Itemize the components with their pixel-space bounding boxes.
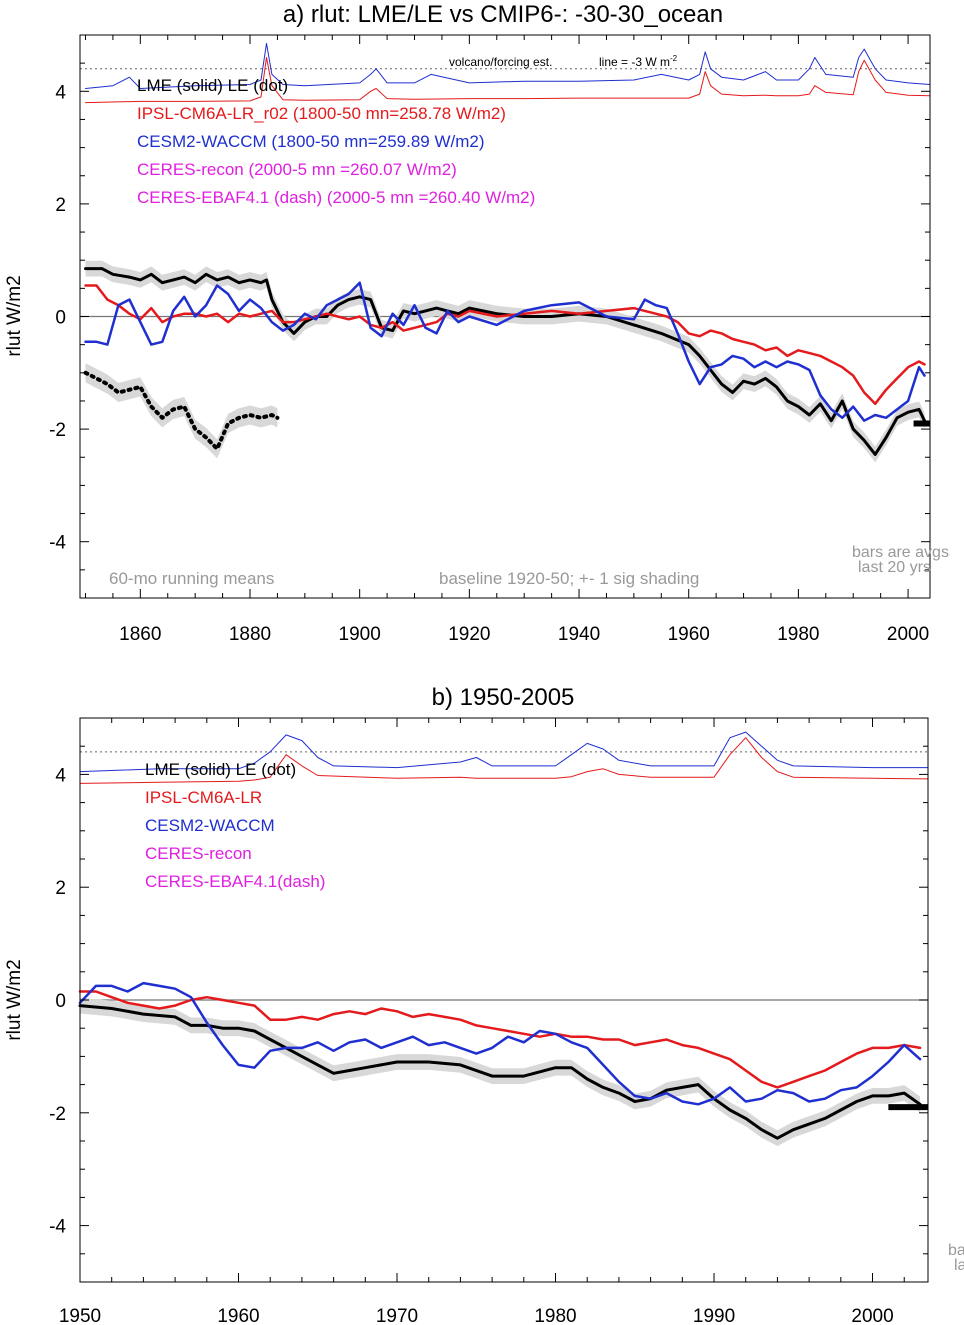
x-tick-label: 1950 (59, 1306, 101, 1325)
shading-le (85, 363, 278, 459)
series-cesm2-waccm (84, 281, 926, 422)
x-tick-label: 1990 (693, 1306, 735, 1325)
x-tick-label: 1960 (668, 624, 710, 645)
panel-b-ylabel: rlut W/m2 (4, 959, 25, 1040)
series-ipsl-forcing (85, 57, 931, 104)
bars-note-1: bars are avgs (852, 544, 949, 561)
x-tick-label: 1880 (229, 624, 271, 645)
legend-a-ceres-recon: CERES-recon (2000-5 mn =260.07 W/m2) (137, 160, 457, 179)
legend-b-ceres-ebaf: CERES-EBAF4.1(dash) (145, 872, 325, 891)
running-means-note: 60-mo running means (109, 569, 274, 588)
y-tick-label: -2 (49, 420, 66, 441)
x-tick-label: 1970 (376, 1306, 418, 1325)
x-tick-label: 1900 (339, 624, 381, 645)
legend-b-ceres-recon: CERES-recon (145, 844, 252, 863)
x-tick-label: 2000 (887, 624, 929, 645)
legend-a-ceres-ebaf: CERES-EBAF4.1 (dash) (2000-5 mn =260.40 … (137, 188, 535, 207)
panel-b-title: b) 1950-2005 (432, 684, 575, 711)
y-tick-label: 2 (55, 195, 66, 216)
y-tick-label: 2 (55, 878, 66, 899)
baseline-note: baseline 1920-50; +- 1 sig shading (439, 569, 699, 588)
panel-a-plot-area: 1860 1880 1900 1920 1940 1960 1980 2000 4 2 0 -2 -4 (49, 34, 931, 645)
volcano-label: volcano/forcing est. (449, 55, 552, 69)
series-cesm-forcing (85, 42, 931, 89)
x-tick-label: 1960 (217, 1306, 259, 1325)
y-tick-label: 4 (55, 765, 66, 786)
line-label: line = -3 W m-2 (599, 54, 678, 69)
bars-note-b-1: ba (948, 1242, 964, 1259)
series-lme (78, 1004, 922, 1140)
series-ipsl-cm6a-lr-r02 (84, 284, 926, 406)
y-tick-label: -4 (49, 533, 66, 554)
shading-lme (85, 260, 925, 463)
series-le (83, 370, 280, 451)
y-tick-label: 0 (55, 991, 66, 1012)
legend-a-cesm: CESM2-WACCM (1800-50 mn=259.89 W/m2) (137, 132, 485, 151)
x-tick-label: 1980 (777, 624, 819, 645)
x-tick-label: 1940 (558, 624, 600, 645)
bars-note-2: last 20 yrs (858, 559, 931, 576)
x-tick-label: 1980 (534, 1306, 576, 1325)
x-tick-label: 1920 (448, 624, 490, 645)
series-cesm2-waccm (78, 981, 922, 1106)
panel-a: a) rlut: LME/LE vs CMIP6-: -30-30_ocean … (4, 1, 949, 645)
panel-a-title: a) rlut: LME/LE vs CMIP6-: -30-30_ocean (283, 1, 723, 28)
series-ipsl-forcing (79, 737, 929, 784)
y-tick-label: -4 (49, 1217, 66, 1238)
panel-b-legend: LME (solid) LE (dot) IPSL-CM6A-LR CESM2-… (145, 760, 325, 891)
y-tick-label: -2 (49, 1104, 66, 1125)
panel-a-legend: LME (solid) LE (dot) IPSL-CM6A-LR_r02 (1… (137, 76, 535, 207)
x-tick-label: 1860 (119, 624, 161, 645)
series-ipsl-cm6a-lr (78, 990, 922, 1089)
shading-lme (80, 997, 921, 1147)
panel-b: b) 1950-2005 rlut W/m2 1950 1960 1970 1980 1… (4, 684, 964, 1325)
legend-b-lme: LME (solid) LE (dot) (145, 760, 296, 779)
legend-b-ipsl: IPSL-CM6A-LR (145, 788, 262, 807)
series-lme (84, 267, 926, 456)
panel-b-plot-area: 1950 1960 1970 1980 1990 2000 4 2 0 -2 -4 (49, 717, 929, 1325)
y-tick-label: 0 (55, 308, 66, 329)
series-cesm-forcing (79, 731, 929, 773)
legend-a-ipsl: IPSL-CM6A-LR_r02 (1800-50 mn=258.78 W/m2… (137, 104, 506, 123)
panel-a-ylabel: rlut W/m2 (4, 275, 25, 356)
legend-a-lme: LME (solid) LE (dot) (137, 76, 288, 95)
y-tick-label: 4 (55, 82, 66, 103)
bars-note-b-2: la (954, 1257, 964, 1274)
x-tick-label: 2000 (851, 1306, 893, 1325)
legend-b-cesm: CESM2-WACCM (145, 816, 275, 835)
